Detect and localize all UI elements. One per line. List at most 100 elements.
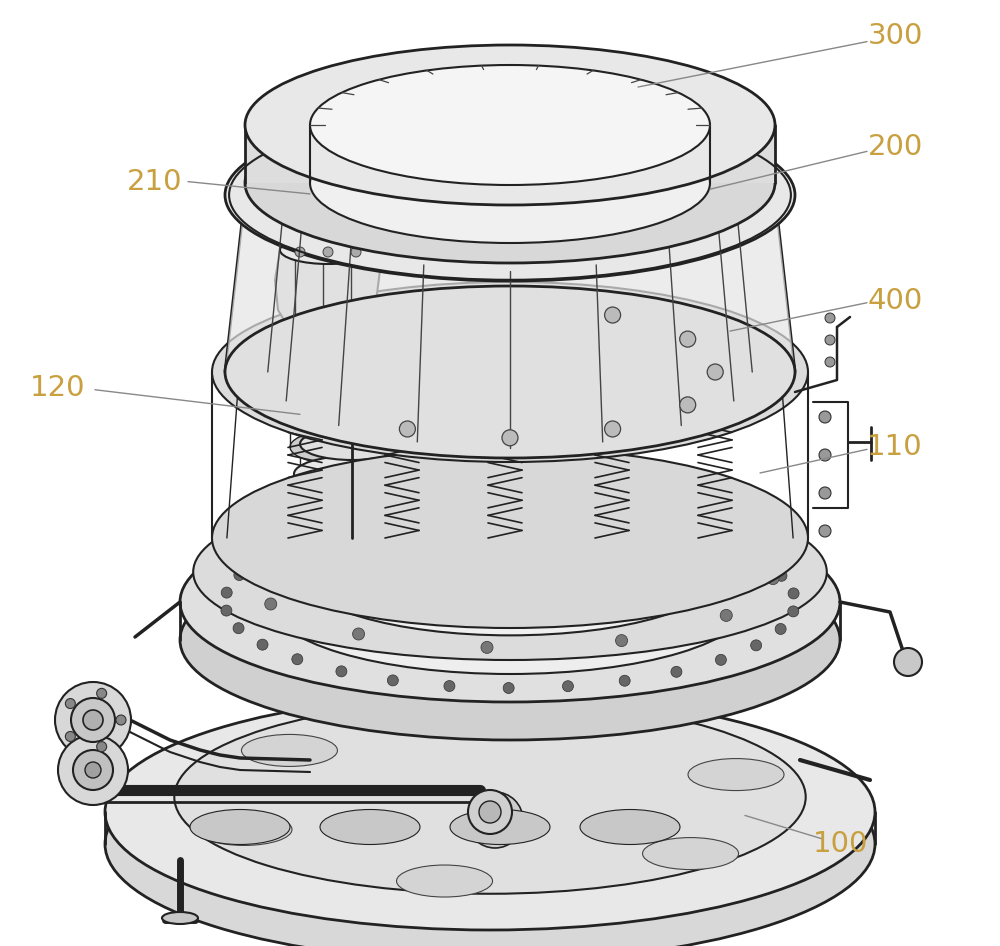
Circle shape — [788, 605, 799, 617]
Circle shape — [221, 605, 232, 616]
Circle shape — [258, 553, 269, 564]
Circle shape — [58, 735, 128, 805]
Circle shape — [619, 675, 630, 686]
Ellipse shape — [105, 694, 875, 930]
Ellipse shape — [304, 362, 400, 392]
Ellipse shape — [300, 456, 404, 488]
Circle shape — [527, 491, 539, 502]
Circle shape — [468, 790, 512, 834]
Circle shape — [294, 538, 305, 550]
Circle shape — [292, 654, 303, 665]
Polygon shape — [225, 195, 795, 372]
Polygon shape — [710, 125, 775, 183]
Circle shape — [65, 731, 75, 742]
Polygon shape — [275, 250, 380, 330]
Text: 120: 120 — [30, 374, 86, 402]
Circle shape — [707, 364, 723, 380]
Circle shape — [776, 570, 787, 581]
Ellipse shape — [241, 734, 337, 766]
Ellipse shape — [284, 298, 420, 342]
Circle shape — [503, 682, 514, 693]
Circle shape — [97, 689, 107, 698]
Circle shape — [221, 587, 232, 598]
Circle shape — [605, 307, 621, 323]
Circle shape — [743, 534, 755, 546]
Circle shape — [825, 357, 835, 367]
Ellipse shape — [298, 394, 406, 428]
Circle shape — [55, 682, 131, 758]
Ellipse shape — [180, 540, 840, 740]
Circle shape — [825, 335, 835, 345]
Circle shape — [616, 635, 628, 646]
Circle shape — [241, 559, 253, 571]
Circle shape — [444, 680, 455, 692]
Ellipse shape — [287, 305, 417, 345]
Ellipse shape — [174, 700, 806, 894]
Polygon shape — [245, 125, 310, 183]
Circle shape — [351, 247, 361, 257]
Ellipse shape — [225, 109, 795, 281]
Circle shape — [565, 513, 576, 523]
Ellipse shape — [450, 810, 550, 845]
Ellipse shape — [193, 484, 827, 660]
Circle shape — [447, 513, 458, 523]
Ellipse shape — [212, 448, 808, 628]
Circle shape — [819, 487, 831, 499]
Ellipse shape — [688, 759, 784, 791]
Text: 110: 110 — [867, 432, 923, 461]
Circle shape — [752, 553, 763, 565]
Circle shape — [467, 792, 523, 848]
Ellipse shape — [580, 810, 680, 845]
Circle shape — [73, 750, 113, 790]
Circle shape — [479, 801, 501, 823]
Circle shape — [506, 511, 517, 521]
Ellipse shape — [290, 428, 414, 466]
Ellipse shape — [212, 282, 808, 462]
Ellipse shape — [290, 394, 414, 432]
Ellipse shape — [310, 65, 710, 185]
Circle shape — [775, 623, 786, 635]
Circle shape — [825, 313, 835, 323]
Circle shape — [323, 247, 333, 257]
Circle shape — [819, 525, 831, 537]
Circle shape — [680, 397, 696, 412]
Circle shape — [336, 666, 347, 676]
Circle shape — [116, 715, 126, 725]
Ellipse shape — [487, 707, 583, 739]
Ellipse shape — [298, 362, 406, 396]
Circle shape — [387, 674, 398, 686]
Circle shape — [788, 587, 799, 599]
Circle shape — [751, 639, 762, 651]
Circle shape — [655, 504, 667, 516]
Ellipse shape — [397, 865, 493, 897]
Ellipse shape — [245, 103, 775, 263]
Circle shape — [605, 421, 621, 437]
Ellipse shape — [196, 814, 292, 846]
Ellipse shape — [299, 509, 721, 636]
Circle shape — [265, 598, 277, 610]
Ellipse shape — [300, 428, 404, 460]
Ellipse shape — [105, 726, 875, 946]
Circle shape — [83, 710, 103, 730]
Circle shape — [720, 609, 732, 622]
Ellipse shape — [287, 335, 417, 375]
Ellipse shape — [294, 456, 410, 492]
Circle shape — [717, 539, 728, 551]
Circle shape — [97, 742, 107, 752]
Text: 400: 400 — [867, 287, 923, 315]
Ellipse shape — [643, 837, 739, 869]
Text: 200: 200 — [867, 132, 923, 161]
Text: 210: 210 — [127, 167, 183, 196]
Circle shape — [502, 429, 518, 446]
Circle shape — [481, 806, 509, 834]
Ellipse shape — [225, 286, 795, 458]
Circle shape — [562, 681, 573, 692]
Ellipse shape — [320, 810, 420, 845]
Circle shape — [680, 331, 696, 347]
Circle shape — [257, 639, 268, 650]
Text: 300: 300 — [867, 22, 923, 50]
Ellipse shape — [304, 334, 400, 364]
Circle shape — [233, 622, 244, 634]
Circle shape — [85, 762, 101, 778]
Circle shape — [288, 522, 300, 534]
